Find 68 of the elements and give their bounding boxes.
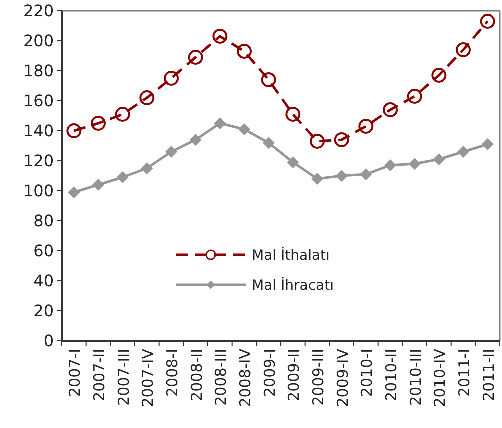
point	[383, 102, 398, 118]
legend-label: Mal İhracatı	[252, 276, 334, 294]
point	[407, 89, 422, 104]
x-tick-label: 2010-III	[406, 349, 425, 406]
x-tick-label: 2008-II	[188, 349, 206, 402]
x-tick-label: 2007-IV	[139, 348, 158, 408]
point	[360, 168, 372, 180]
point	[336, 170, 348, 182]
x-tick-label: 2007-III	[114, 349, 133, 406]
x-tick-label: 2009-II	[285, 349, 304, 402]
point	[432, 68, 447, 83]
y-tick-label: 120	[23, 152, 54, 171]
y-tick-label: 100	[23, 182, 54, 201]
point	[261, 72, 276, 88]
x-tick-label: 2008-I	[164, 349, 182, 398]
point	[237, 44, 252, 59]
point	[458, 146, 470, 158]
point	[92, 179, 104, 191]
x-tick-label: 2007-I	[66, 349, 84, 398]
y-tick-label: 40	[34, 272, 54, 291]
legend-label: Mal İthalatı	[252, 246, 330, 264]
y-tick-label: 200	[23, 32, 54, 51]
x-tick-label: 2010-IV	[431, 348, 450, 408]
point	[141, 162, 154, 174]
point	[310, 134, 325, 149]
x-tick-label: 2009-III	[310, 349, 328, 406]
y-tick-label: 60	[34, 242, 54, 261]
point	[286, 107, 301, 122]
y-tick-label: 20	[34, 302, 54, 321]
point	[334, 132, 350, 148]
point	[480, 14, 496, 29]
y-tick-label: 0	[44, 332, 54, 351]
point	[433, 154, 446, 166]
point	[188, 50, 204, 65]
point	[482, 138, 494, 150]
y-tick-label: 160	[23, 92, 54, 111]
x-tick-label: 2008-III	[212, 349, 230, 406]
point	[91, 116, 106, 131]
point	[456, 42, 471, 58]
x-tick-label: 2011-II	[480, 349, 498, 402]
x-tick-label: 2008-IV	[236, 348, 254, 408]
x-tick-label: 2009-IV	[334, 348, 352, 408]
point	[214, 118, 226, 130]
point	[238, 124, 250, 136]
point	[66, 124, 82, 138]
x-tick-label: 2010-I	[358, 349, 376, 398]
point	[384, 160, 396, 172]
point	[190, 134, 202, 146]
y-tick-label: 180	[23, 62, 54, 81]
y-tick-label: 80	[34, 212, 54, 231]
point	[212, 29, 228, 44]
x-tick-label: 2007-II	[90, 349, 108, 402]
point	[408, 158, 421, 170]
point	[164, 71, 179, 86]
point	[312, 173, 324, 185]
point	[116, 172, 129, 184]
x-tick-label: 2010-II	[382, 349, 400, 402]
y-tick-label: 220	[23, 2, 54, 21]
point	[140, 90, 155, 106]
point	[68, 186, 80, 198]
point	[358, 119, 374, 134]
point	[166, 146, 178, 158]
point	[115, 107, 130, 122]
x-tick-label: 2009-I	[260, 349, 279, 398]
x-tick-label: 2011-I	[456, 349, 474, 398]
y-tick-label: 140	[23, 122, 54, 141]
point	[262, 137, 275, 149]
point	[287, 156, 300, 168]
